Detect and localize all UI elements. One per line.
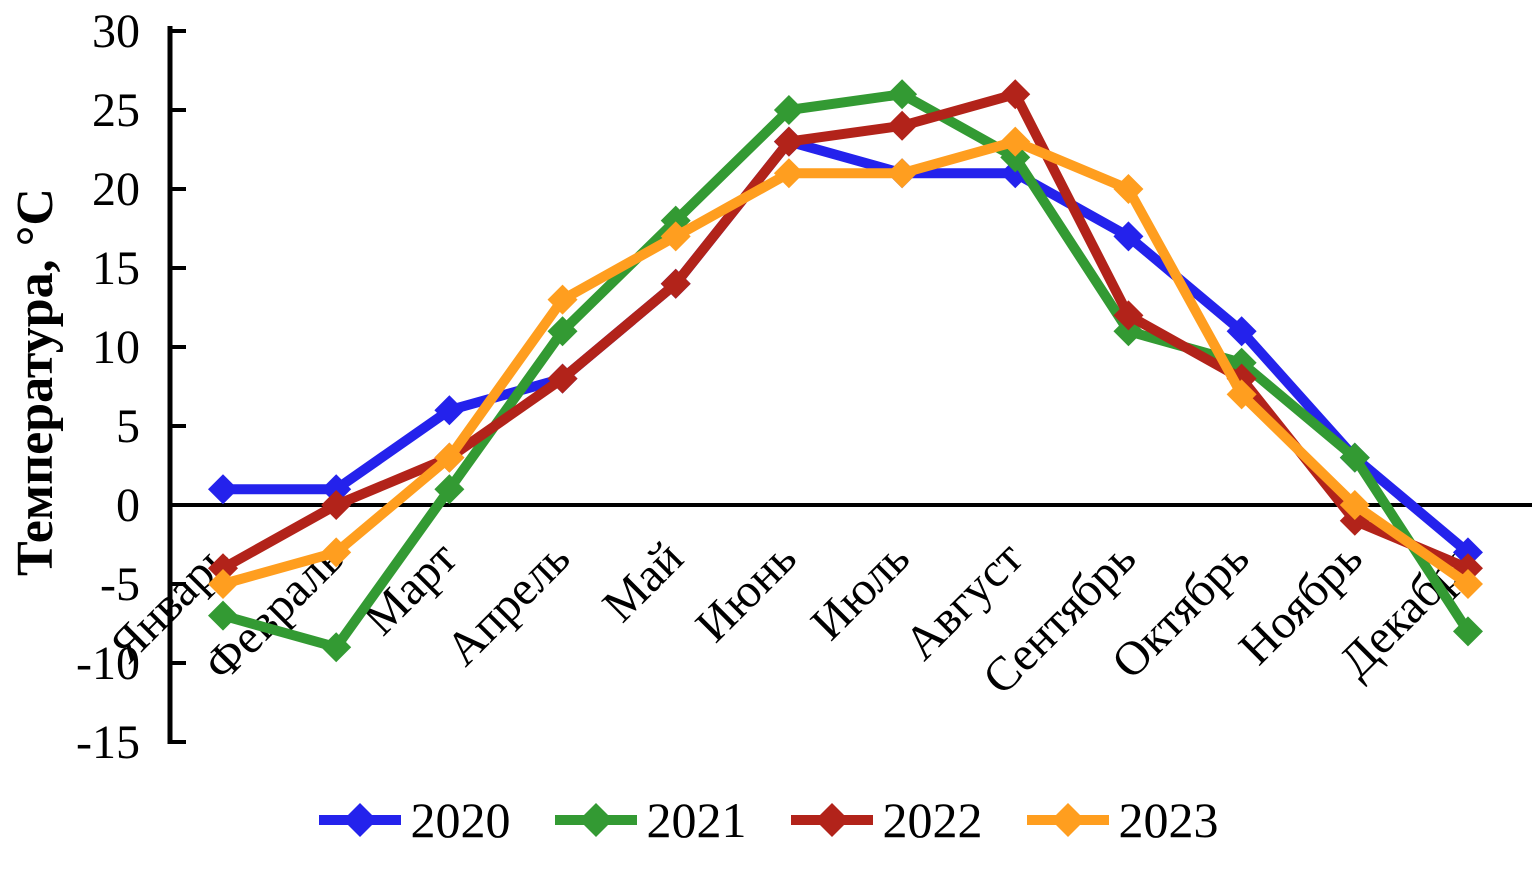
legend-swatch-2021 — [554, 803, 637, 837]
marker-2021-7 — [887, 79, 918, 110]
marker-2022-9 — [1113, 300, 1144, 331]
marker-2023-9 — [1113, 174, 1144, 204]
legend: 2020 2021 2022 2023 — [0, 791, 1535, 849]
marker-2022-4 — [547, 363, 578, 394]
marker-2022-2 — [321, 490, 352, 520]
marker-2022-7 — [887, 110, 918, 141]
marker-2021-1 — [208, 600, 238, 631]
marker-2023-2 — [321, 537, 352, 568]
marker-2023-6 — [773, 158, 804, 189]
marker-2023-10 — [1226, 379, 1257, 410]
y-tick-label--15: -15 — [76, 716, 140, 769]
marker-2023-4 — [547, 284, 578, 315]
legend-item-2020: 2020 — [317, 791, 511, 849]
y-tick-label-20: 20 — [92, 163, 140, 216]
legend-marker-icon-2020 — [342, 803, 377, 837]
legend-item-2022: 2022 — [789, 791, 983, 849]
marker-2023-3 — [434, 442, 465, 473]
marker-2020-1 — [208, 474, 238, 505]
marker-2022-5 — [660, 268, 691, 299]
marker-2023-5 — [660, 221, 691, 252]
marker-2020-9 — [1113, 221, 1144, 252]
marker-2023-8 — [1000, 126, 1031, 157]
marker-2021-6 — [773, 95, 804, 125]
y-tick-label-15: 15 — [92, 242, 140, 295]
y-tick-label--10: -10 — [76, 637, 140, 690]
marker-2021-11 — [1339, 442, 1370, 473]
series-line-2020 — [223, 136, 1472, 557]
y-tick-label--5: -5 — [100, 558, 140, 611]
marker-2022-1 — [208, 553, 238, 584]
legend-item-2023: 2023 — [1025, 791, 1219, 849]
marker-2023-1 — [208, 569, 238, 599]
series-line-2023 — [221, 136, 1471, 589]
y-tick-label-25: 25 — [92, 84, 140, 137]
marker-2023-11 — [1339, 490, 1370, 520]
marker-2023-12 — [1452, 569, 1483, 599]
series-line-2022 — [220, 89, 1470, 573]
marker-2021-12 — [1452, 616, 1483, 647]
legend-label-2021: 2021 — [646, 792, 747, 848]
series-line-2021 — [221, 89, 1473, 653]
marker-2022-6 — [773, 126, 804, 157]
x-axis-label-4: Апрель — [436, 531, 581, 676]
legend-swatch-2023 — [1026, 803, 1109, 837]
legend-label-2023: 2023 — [1118, 792, 1219, 848]
legend-label-2020: 2020 — [410, 792, 511, 848]
x-axis-label-5: Май — [593, 531, 694, 632]
legend-item-2021: 2021 — [553, 791, 747, 849]
marker-2021-4 — [547, 316, 578, 347]
y-tick-label-30: 30 — [92, 5, 140, 58]
legend-swatch-2020 — [318, 803, 401, 837]
marker-2022-8 — [1000, 79, 1031, 110]
legend-marker-icon-2022 — [814, 803, 849, 837]
x-axis-label-6: Июнь — [686, 531, 807, 652]
marker-2021-3 — [434, 474, 465, 505]
y-tick-label-5: 5 — [116, 400, 140, 453]
y-tick-label-0: 0 — [116, 479, 140, 532]
marker-2021-2 — [321, 632, 352, 663]
marker-2023-7 — [887, 158, 918, 189]
legend-swatch-2022 — [790, 803, 873, 837]
legend-marker-icon-2021 — [578, 803, 613, 837]
y-tick-label-10: 10 — [92, 321, 140, 374]
marker-2020-10 — [1226, 316, 1257, 347]
legend-marker-icon-2023 — [1050, 803, 1085, 837]
legend-label-2022: 2022 — [882, 792, 983, 848]
marker-2020-3 — [434, 395, 465, 426]
